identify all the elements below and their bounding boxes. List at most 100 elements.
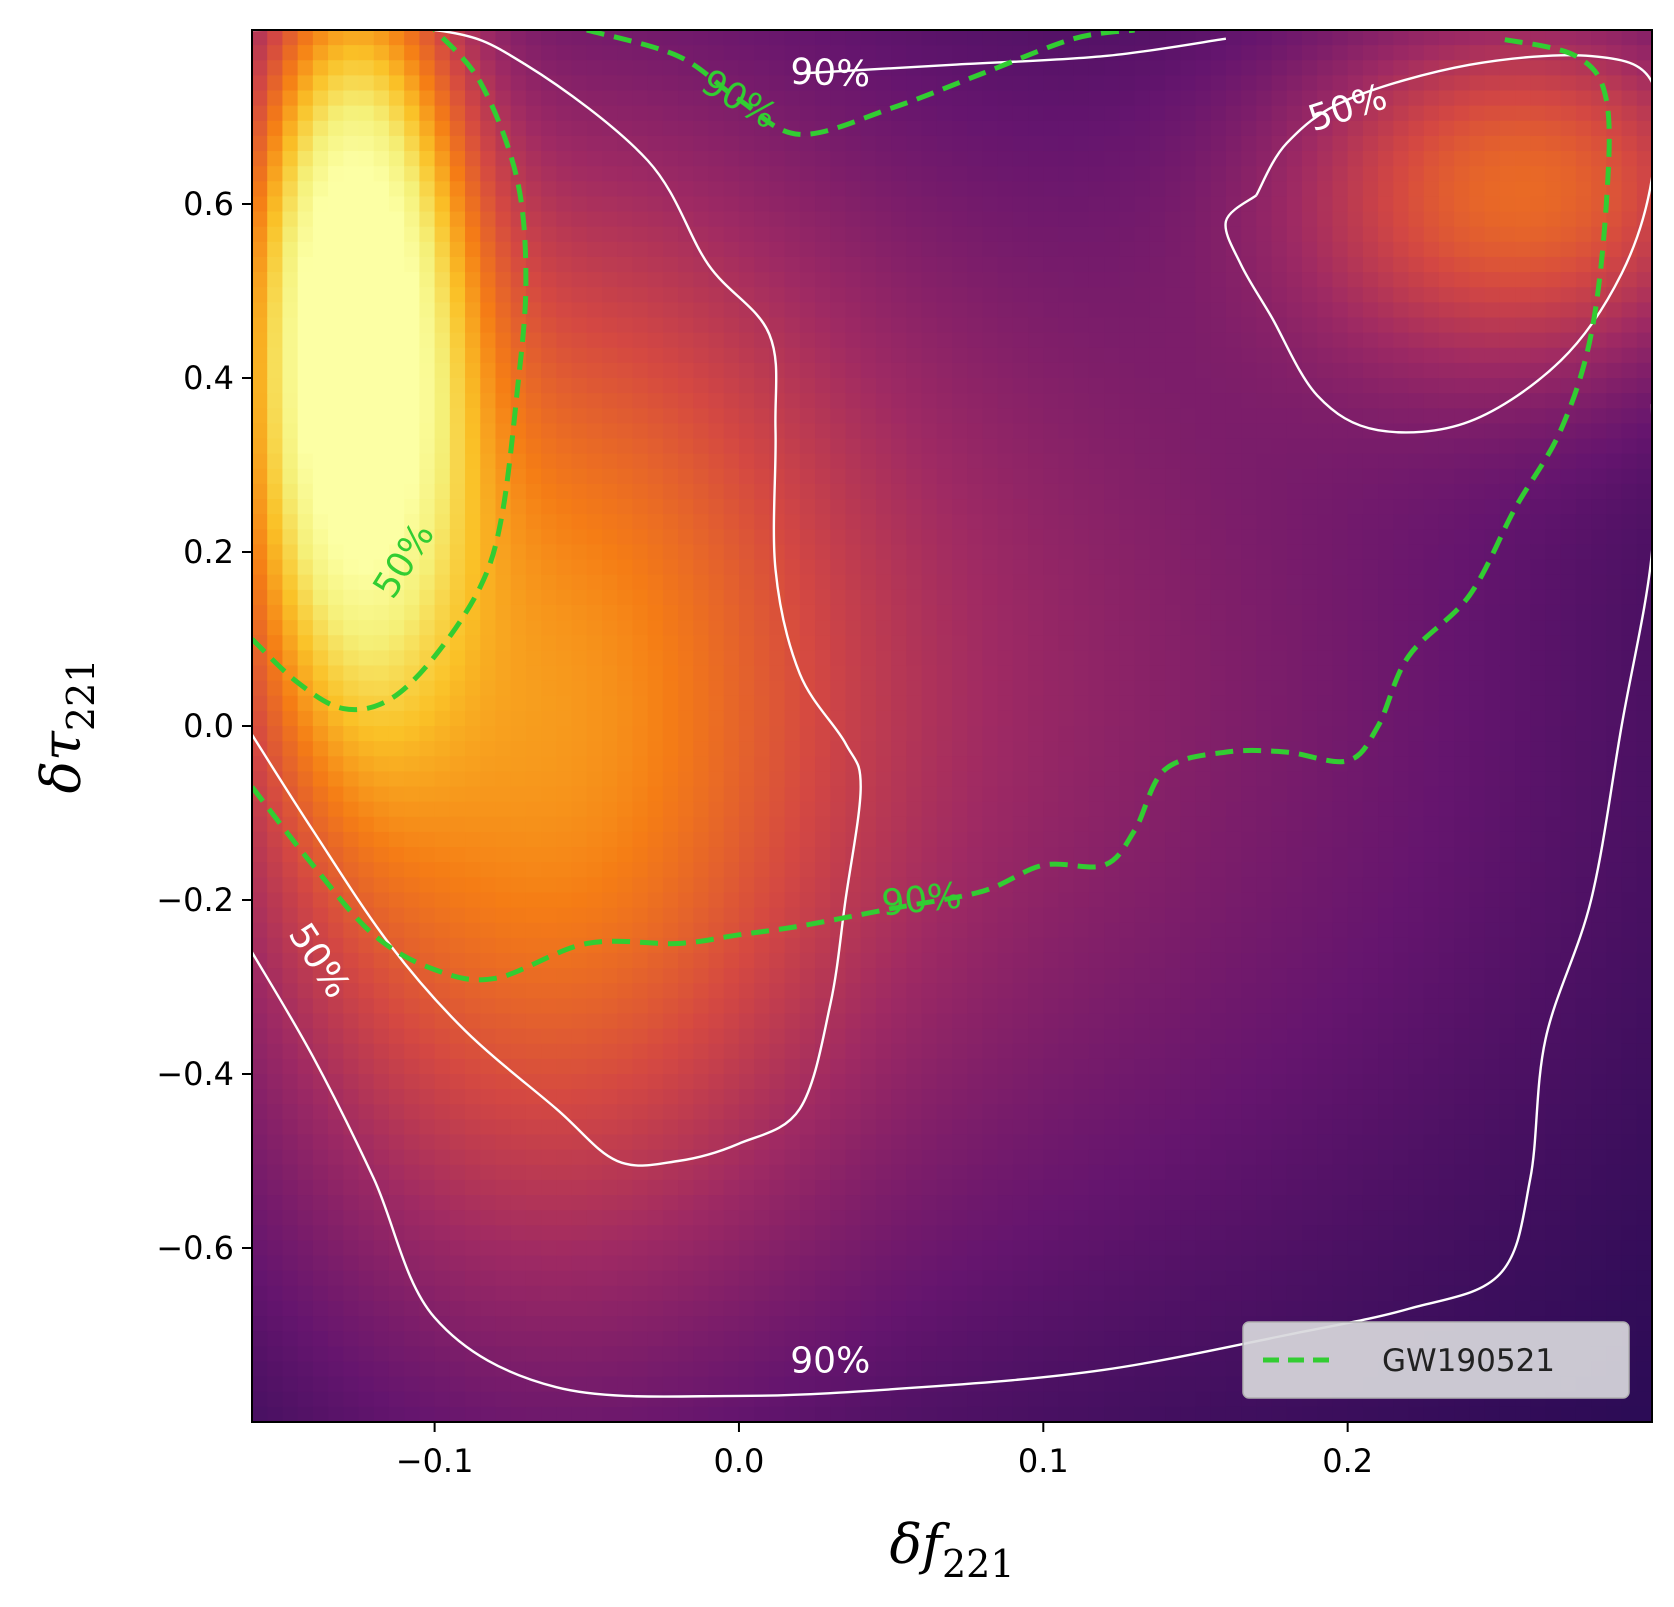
heatmap-cell	[1073, 166, 1090, 182]
heatmap-cell	[373, 1240, 390, 1257]
heatmap-cell	[647, 710, 664, 727]
heatmap-cell	[297, 196, 314, 213]
heatmap-cell	[449, 529, 466, 546]
heatmap-cell	[906, 1361, 923, 1378]
heatmap-cell	[267, 362, 284, 379]
heatmap-cell	[480, 892, 497, 909]
heatmap-cell	[754, 332, 770, 349]
heatmap-cell	[252, 862, 268, 878]
heatmap-cell	[769, 952, 786, 969]
heatmap-cell	[708, 453, 725, 470]
heatmap-cell	[541, 1285, 557, 1302]
heatmap-cell	[1028, 801, 1044, 818]
heatmap-cell	[1028, 362, 1044, 379]
heatmap-cell	[617, 1043, 634, 1060]
heatmap-cell	[784, 726, 801, 742]
heatmap-cell	[860, 483, 877, 500]
heatmap-cell	[921, 332, 938, 349]
heatmap-cell	[252, 393, 268, 409]
heatmap-cell	[845, 786, 862, 803]
heatmap-cell	[404, 1164, 420, 1181]
heatmap-cell	[769, 998, 786, 1015]
heatmap-cell	[997, 378, 1014, 394]
heatmap-cell	[586, 1149, 603, 1166]
heatmap-cell	[267, 862, 284, 878]
heatmap-cell	[952, 241, 968, 258]
heatmap-cell	[967, 1104, 984, 1120]
heatmap-cell	[723, 332, 740, 349]
heatmap-cell	[1028, 1013, 1044, 1030]
heatmap-cell	[282, 499, 299, 515]
heatmap-cell	[282, 226, 299, 243]
heatmap-cell	[1073, 75, 1090, 92]
heatmap-cell	[967, 1285, 984, 1302]
heatmap-cell	[434, 1134, 451, 1151]
heatmap-cell	[738, 393, 755, 409]
heatmap-cell	[297, 1089, 314, 1105]
heatmap-cell	[875, 302, 892, 319]
heatmap-cell	[815, 256, 831, 273]
heatmap-cell	[906, 1104, 923, 1120]
heatmap-cell	[860, 438, 877, 455]
heatmap-cell	[510, 1270, 527, 1287]
heatmap-cell	[693, 1179, 710, 1196]
heatmap-cell	[921, 1406, 938, 1422]
heatmap-cell	[799, 756, 816, 772]
heatmap-cell	[556, 120, 573, 137]
heatmap-cell	[297, 135, 314, 152]
heatmap-cell	[252, 892, 268, 909]
heatmap-cell	[647, 468, 664, 485]
heatmap-cell	[1028, 695, 1044, 712]
heatmap-cell	[525, 741, 542, 757]
heatmap-cell	[708, 408, 725, 424]
heatmap-cell	[449, 468, 466, 485]
heatmap-cell	[632, 45, 649, 61]
heatmap-cell	[845, 1043, 862, 1060]
heatmap-cell	[708, 499, 725, 515]
heatmap-cell	[693, 922, 710, 939]
heatmap-cell	[373, 45, 390, 61]
heatmap-cell	[328, 559, 344, 576]
heatmap-cell	[1012, 892, 1029, 909]
heatmap-cell	[678, 1300, 694, 1317]
heatmap-cell	[480, 710, 497, 727]
heatmap-cell	[1058, 287, 1075, 303]
heatmap-cell	[571, 635, 588, 651]
heatmap-cell	[495, 378, 512, 394]
heatmap-cell	[480, 1179, 497, 1196]
heatmap-cell	[860, 196, 877, 213]
heatmap-cell	[434, 620, 451, 636]
heatmap-cell	[647, 968, 664, 984]
heatmap-cell	[997, 1119, 1014, 1136]
heatmap-cell	[632, 241, 649, 258]
heatmap-cell	[952, 771, 968, 788]
heatmap-cell	[495, 726, 512, 742]
heatmap-cell	[525, 272, 542, 288]
heatmap-cell	[465, 1043, 481, 1060]
heatmap-cell	[632, 1164, 649, 1181]
heatmap-cell	[815, 30, 831, 46]
heatmap-cell	[267, 1119, 284, 1136]
heatmap-cell	[434, 529, 451, 546]
heatmap-cell	[586, 135, 603, 152]
heatmap-cell	[586, 272, 603, 288]
heatmap-cell	[662, 256, 679, 273]
heatmap-cell	[860, 302, 877, 319]
heatmap-cell	[571, 1316, 588, 1332]
heatmap-cell	[1058, 499, 1075, 515]
heatmap-cell	[1058, 968, 1075, 984]
heatmap-cell	[693, 362, 710, 379]
heatmap-cell	[784, 105, 801, 122]
heatmap-cell	[267, 1406, 284, 1422]
heatmap-cell	[297, 272, 314, 288]
heatmap-cell	[662, 922, 679, 939]
heatmap-cell	[1043, 166, 1060, 182]
heatmap-cell	[556, 1058, 573, 1075]
heatmap-cell	[906, 105, 923, 122]
heatmap-cell	[708, 695, 725, 712]
heatmap-cell	[799, 1331, 816, 1347]
heatmap-cell	[252, 937, 268, 954]
heatmap-cell	[936, 468, 953, 485]
heatmap-cell	[662, 771, 679, 788]
heatmap-cell	[495, 302, 512, 319]
